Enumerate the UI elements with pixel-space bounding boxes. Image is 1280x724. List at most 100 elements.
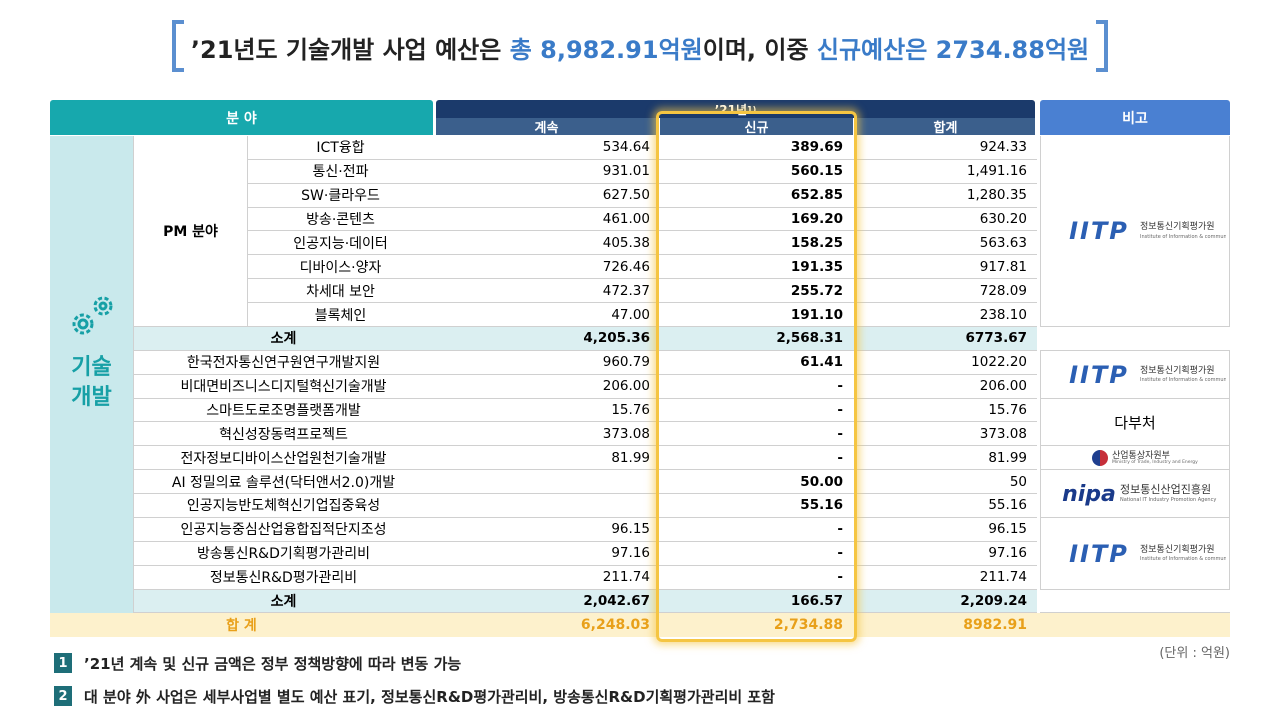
cell-new: - xyxy=(660,565,853,590)
logo-name: 정보통신산업진흥원 xyxy=(1120,482,1212,496)
row-label: 비대면비즈니스디지털혁신기술개발 xyxy=(133,374,433,399)
remark-cell xyxy=(1040,470,1230,518)
cell-new: 61.41 xyxy=(660,350,853,375)
total-cell: 8982.91 xyxy=(853,613,1037,638)
logo-sub: National IT Industry Promotion Agency xyxy=(1120,496,1217,503)
cell-sum: 50 xyxy=(853,470,1037,495)
cell-new: 166.57 xyxy=(660,589,853,614)
cell-sum: 630.20 xyxy=(853,207,1037,232)
cell-cont: 47.00 xyxy=(433,303,660,327)
side-label: 기술 xyxy=(71,355,112,380)
bracket-left xyxy=(172,20,184,72)
title-highlight: 신규예산은 2734.88억원 xyxy=(816,35,1090,64)
cell-new: 560.15 xyxy=(660,159,853,184)
cell-sum: 15.76 xyxy=(853,398,1037,423)
header-cell: 분 야 xyxy=(50,100,433,135)
cell-cont: 15.76 xyxy=(433,398,660,423)
logo-name: 정보통신기획평가원 xyxy=(1140,365,1215,376)
row-label: 인공지능중심산업융합집적단지조성 xyxy=(133,517,433,542)
logo-name: 정보통신기획평가원 xyxy=(1140,544,1215,555)
note-number: 2 xyxy=(54,686,72,706)
remark-text: 다부처 xyxy=(1114,413,1156,432)
emblem xyxy=(1092,450,1108,467)
row-label: 혁신성장동력프로젝트 xyxy=(133,422,433,447)
cell-sum: 1022.20 xyxy=(853,350,1037,375)
remark-cell xyxy=(1040,517,1230,590)
cell-cont: 405.38 xyxy=(433,231,660,256)
title: ’21년도 기술개발 사업 예산은 총 8,982.91억원 이며, 이중 신규예… xyxy=(184,24,1096,70)
cell-cont: 96.15 xyxy=(433,517,660,542)
cell-sum: 97.16 xyxy=(853,541,1037,566)
remark-cell xyxy=(1040,589,1230,614)
header-cell xyxy=(436,100,1035,118)
cell-sum: 1,491.16 xyxy=(853,159,1037,184)
row-label: 차세대 보안 xyxy=(247,279,433,304)
cell-new: 55.16 xyxy=(660,494,853,518)
cell-sum: 81.99 xyxy=(853,446,1037,471)
row-label: 디바이스·양자 xyxy=(247,255,433,280)
logo-sub: Institute of Information & communication… xyxy=(1140,233,1226,240)
highlight-box xyxy=(656,111,857,642)
cell-cont: 211.74 xyxy=(433,565,660,590)
cell-empty xyxy=(433,494,660,518)
logo-name: 정보통신기획평가원 xyxy=(1140,222,1215,233)
cell-cont: 2,042.67 xyxy=(433,589,660,614)
cell-cont: 726.46 xyxy=(433,255,660,280)
cell-new: 191.35 xyxy=(660,255,853,280)
cell-sum: 2,209.24 xyxy=(853,589,1037,614)
cell-empty xyxy=(433,470,660,495)
row-label: 소계 xyxy=(133,589,433,614)
unit-label: (단위 : 억원) xyxy=(1159,645,1230,661)
row-label: 전자정보디바이스산업원천기술개발 xyxy=(133,446,433,471)
cell-cont: 373.08 xyxy=(433,422,660,447)
cell-sum: 1,280.35 xyxy=(853,183,1037,208)
logo-sub: Institute of Information & communication… xyxy=(1140,556,1226,563)
cell-sum: 563.63 xyxy=(853,231,1037,256)
cell-cont: 4,205.36 xyxy=(433,326,660,351)
cell-new: - xyxy=(660,374,853,399)
header-cell: 합계 xyxy=(856,118,1035,136)
row-label: 인공지능·데이터 xyxy=(247,231,433,256)
note-text: 대 분야 外 사업은 세부사업별 별도 예산 표기, 정보통신R&D평가관리비,… xyxy=(84,687,775,706)
cell-cont: 97.16 xyxy=(433,541,660,566)
cell-new: 2,568.31 xyxy=(660,326,853,351)
row-label: SW·클라우드 xyxy=(247,183,433,208)
cell-cont: 206.00 xyxy=(433,374,660,399)
title-text: ’21년도 기술개발 사업 예산은 xyxy=(190,35,510,64)
total-label: 합 계 xyxy=(50,613,433,638)
cell-new: 169.20 xyxy=(660,207,853,232)
title-highlight: 총 8,982.91억원 xyxy=(509,35,703,64)
cell-new: - xyxy=(660,422,853,447)
remark-cell xyxy=(1040,136,1230,327)
cell-sum: 924.33 xyxy=(853,136,1037,160)
total-cell xyxy=(1037,613,1230,638)
cell-sum: 917.81 xyxy=(853,255,1037,280)
header-cell: 신규 xyxy=(660,118,853,136)
logo-mark: IITP xyxy=(1069,539,1129,568)
cell-new: 255.72 xyxy=(660,279,853,304)
logo-name: 산업통상자원부 xyxy=(1112,450,1170,461)
header-cell: 비고 xyxy=(1040,100,1230,135)
cell-sum: 6773.67 xyxy=(853,326,1037,351)
row-label: 한국전자통신연구원연구개발지원 xyxy=(133,350,433,375)
cell-sum: 238.10 xyxy=(853,303,1037,327)
note-text: ’21년 계속 및 신규 금액은 정부 정책방향에 따라 변동 가능 xyxy=(84,654,462,673)
cell-cont: 472.37 xyxy=(433,279,660,304)
title-text: 이며, 이중 xyxy=(702,35,817,64)
logo-sub: Institute of Information & communication… xyxy=(1140,377,1226,384)
remark-cell xyxy=(1040,350,1230,399)
cell-sum: 728.09 xyxy=(853,279,1037,304)
logo-mark: IITP xyxy=(1069,360,1129,389)
logo-mark: IITP xyxy=(1069,217,1129,246)
row-label: 소계 xyxy=(133,326,433,351)
cell-cont: 960.79 xyxy=(433,350,660,375)
cell-new: - xyxy=(660,446,853,471)
row-label: 방송·콘텐츠 xyxy=(247,207,433,232)
footnote-mark: 1) xyxy=(747,104,757,114)
side-block xyxy=(50,136,133,614)
row-label: 스마트도로조명플랫폼개발 xyxy=(133,398,433,423)
side-label: 개발 xyxy=(71,385,112,410)
remark-cell xyxy=(1040,398,1230,447)
cell-cont: 534.64 xyxy=(433,136,660,160)
